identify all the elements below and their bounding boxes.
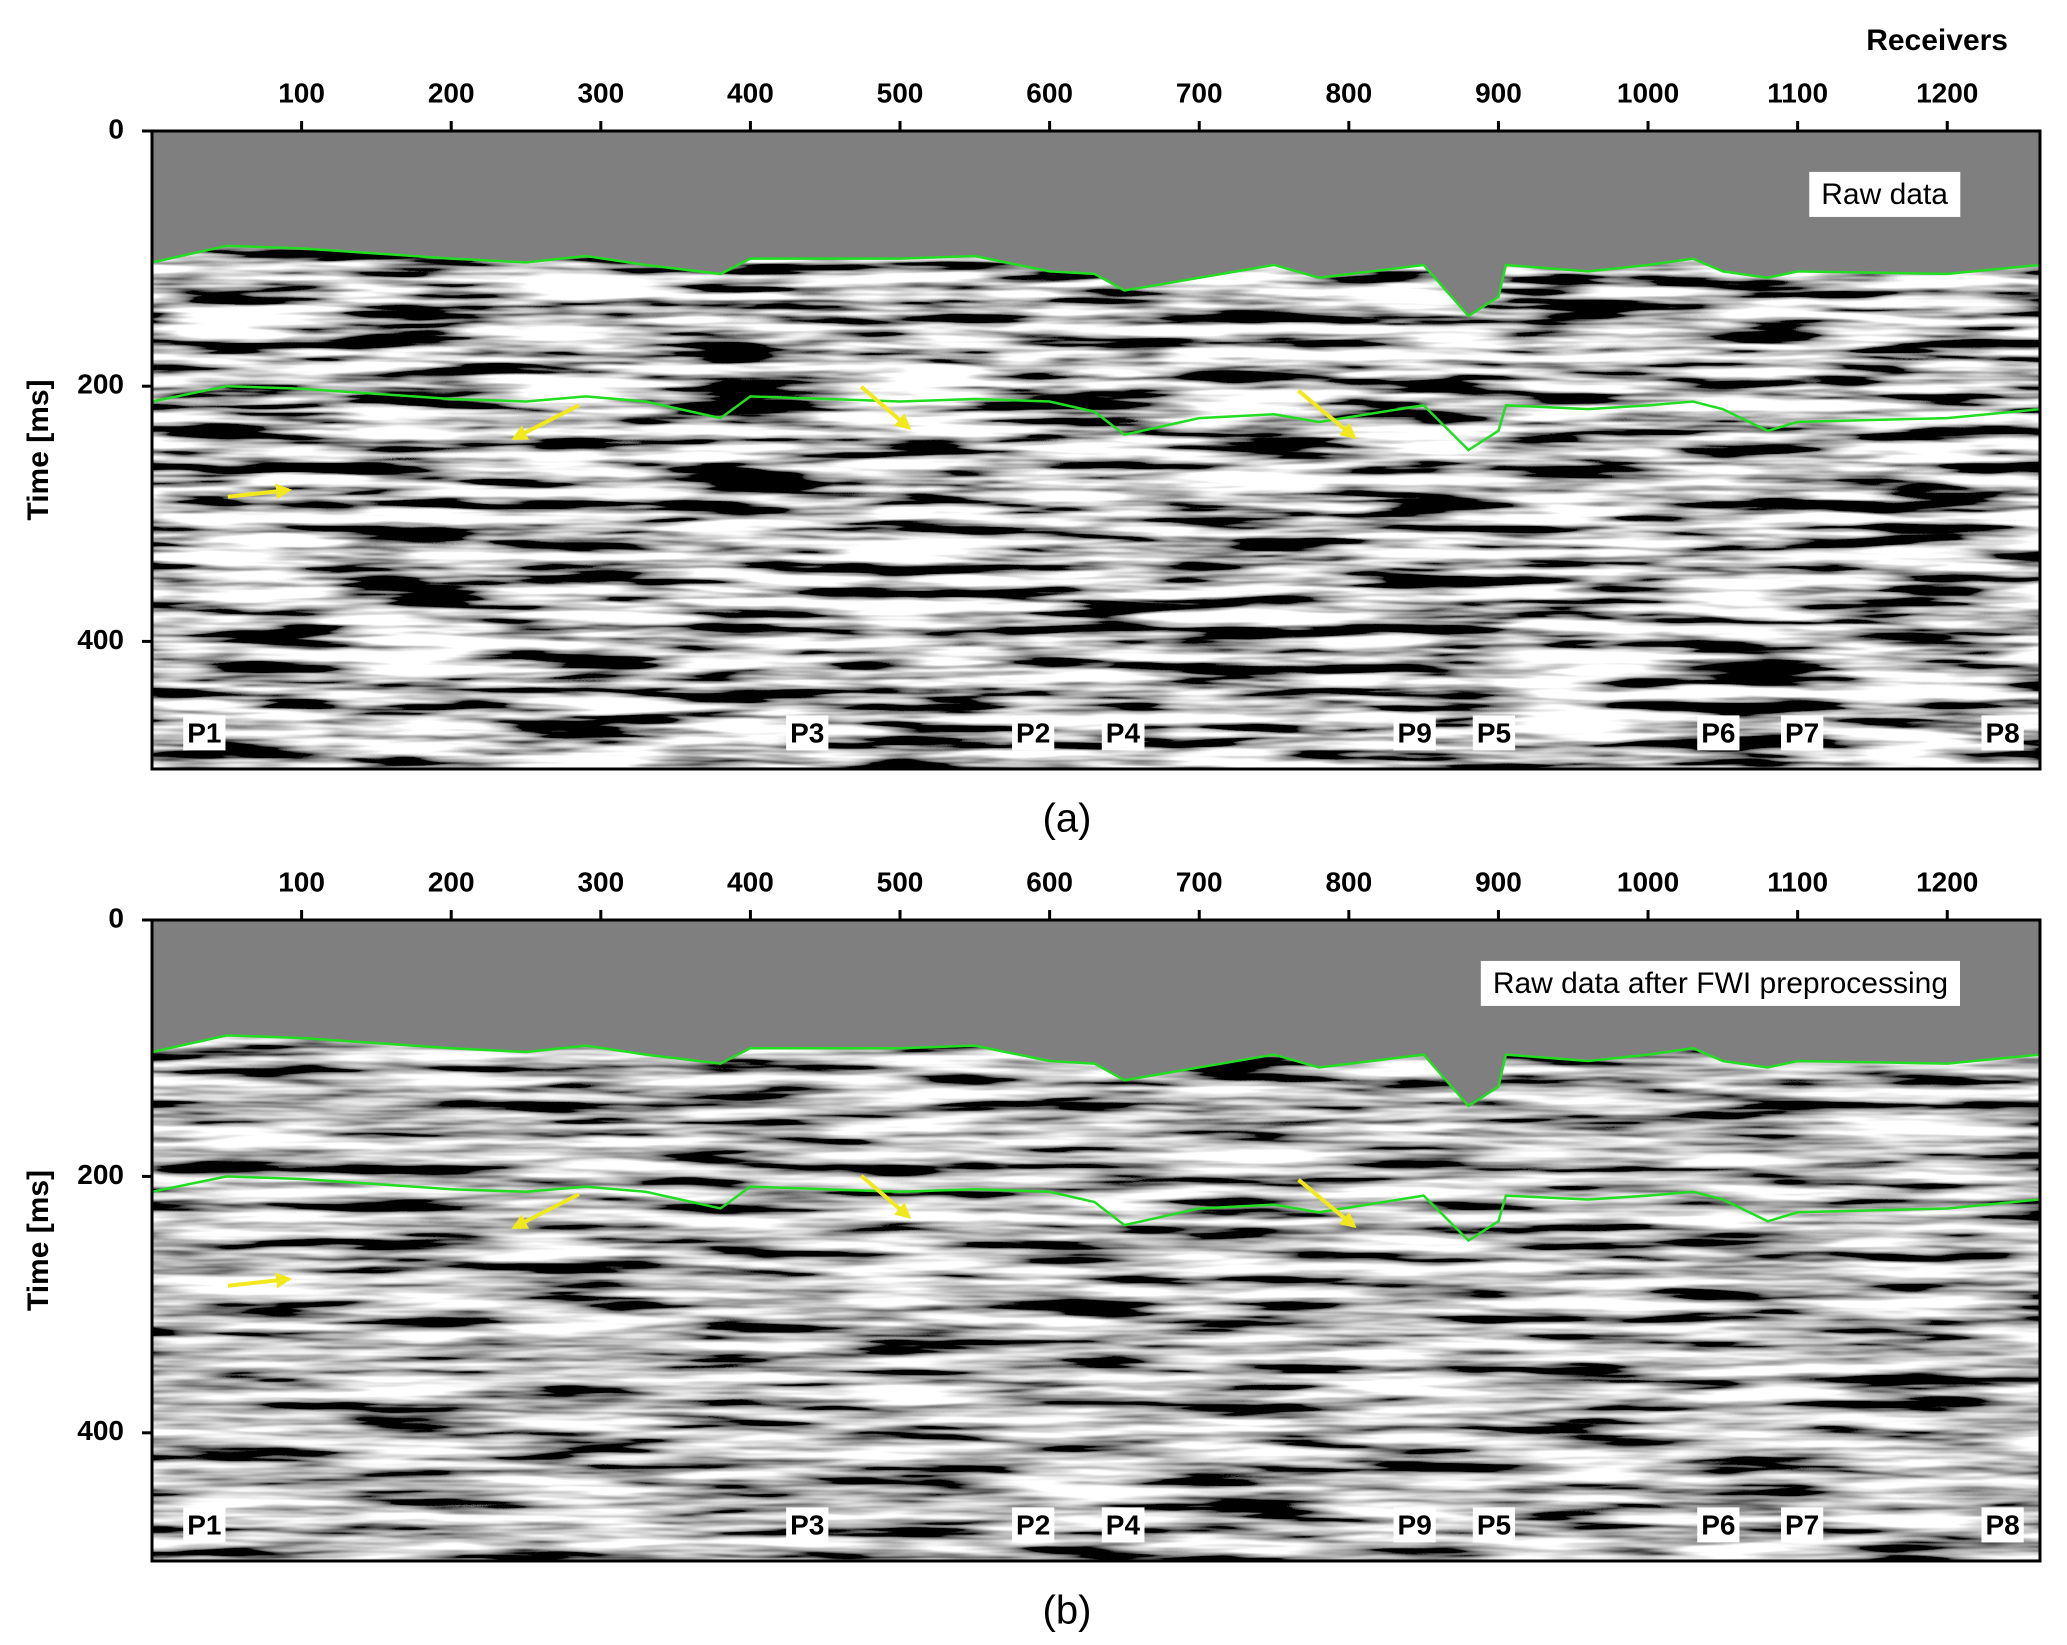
- marker-box: [1101, 1507, 1145, 1543]
- arrow: [227, 483, 293, 500]
- marker-label: P8: [1985, 717, 2019, 748]
- x-tick-label: 700: [1176, 77, 1223, 108]
- plot-area: [152, 131, 2040, 769]
- marker-label: P3: [790, 1509, 824, 1540]
- pick-line: [152, 384, 2040, 452]
- x-tick-label: 1200: [1916, 77, 1978, 108]
- x-tick-label: 600: [1026, 77, 1073, 108]
- x-tick-label: 1100: [1767, 866, 1828, 897]
- annotation-box: [1480, 960, 1960, 1006]
- marker-label: P9: [1398, 717, 1432, 748]
- marker-label: P5: [1477, 1509, 1511, 1540]
- x-tick-label: 1000: [1617, 77, 1679, 108]
- pick-line: [152, 244, 2040, 318]
- marker-label: P7: [1785, 1509, 1819, 1540]
- plot-frame: [150, 129, 2042, 771]
- marker-label: P2: [1016, 1509, 1050, 1540]
- arrow: [859, 1174, 912, 1219]
- y-tick-label: 400: [77, 1415, 124, 1446]
- y-tick-label: 200: [77, 369, 124, 400]
- marker-box: [1393, 1507, 1436, 1543]
- plot-area: [152, 920, 2040, 1561]
- y-tick-label: 400: [77, 624, 124, 655]
- x-tick-label: 300: [577, 77, 624, 108]
- marker-label: P1: [187, 1509, 221, 1540]
- x-tick-label: 800: [1325, 866, 1372, 897]
- marker-box: [786, 1507, 829, 1543]
- marker-box: [786, 715, 829, 751]
- marker-box: [1697, 1507, 1740, 1543]
- arrow: [227, 1272, 293, 1289]
- y-tick-label: 0: [108, 113, 124, 144]
- marker-label: P6: [1701, 717, 1735, 748]
- x-tick-label: 800: [1325, 77, 1372, 108]
- x-tick-label: 200: [428, 77, 475, 108]
- x-tick-label: 200: [428, 866, 475, 897]
- arrow: [511, 403, 580, 441]
- marker-label: P8: [1985, 1509, 2019, 1540]
- annotation: Raw data: [1821, 178, 1948, 211]
- x-tick-label: 400: [727, 77, 774, 108]
- marker-label: P1: [187, 717, 221, 748]
- y-tick-label: 200: [77, 1159, 124, 1190]
- x-tick-label: 100: [278, 866, 325, 897]
- marker-box: [1472, 1507, 1516, 1543]
- x-tick-label: 400: [727, 866, 774, 897]
- marker-box: [1697, 715, 1740, 751]
- marker-box: [1981, 1507, 2024, 1543]
- marker-box: [183, 715, 226, 751]
- marker-box: [1781, 1507, 1824, 1543]
- x-tick-label: 500: [877, 77, 924, 108]
- marker-box: [1472, 715, 1516, 751]
- x-tick-label: 900: [1475, 866, 1522, 897]
- arrow: [1297, 389, 1357, 440]
- plot-frame: [150, 918, 2042, 1563]
- x-tick-label: 300: [577, 866, 624, 897]
- annotation: Raw data after FWI preprocessing: [1493, 967, 1948, 1000]
- marker-label: P9: [1398, 1509, 1432, 1540]
- pick-line: [152, 1175, 2040, 1243]
- annotation-box: [1809, 171, 1961, 217]
- arrow: [511, 1192, 580, 1230]
- panel-label: (a): [1043, 797, 1092, 841]
- x-tick-label: 1200: [1916, 866, 1978, 897]
- x-tick-label: 1000: [1617, 866, 1679, 897]
- arrow: [859, 385, 912, 430]
- marker-box: [1012, 1507, 1055, 1543]
- marker-label: P7: [1785, 717, 1819, 748]
- x-tick-label: 500: [877, 866, 924, 897]
- x-tick-label: 600: [1026, 866, 1073, 897]
- arrow: [1297, 1178, 1357, 1229]
- panel-label: (b): [1043, 1589, 1092, 1633]
- marker-label: P4: [1106, 717, 1141, 748]
- marker-label: P2: [1016, 717, 1050, 748]
- marker-box: [1981, 715, 2024, 751]
- y-axis-label: Time [ms]: [22, 379, 55, 520]
- marker-label: P6: [1701, 1509, 1735, 1540]
- y-axis-label: Time [ms]: [22, 1170, 55, 1311]
- pick-line: [152, 1034, 2040, 1108]
- x-tick-label: 900: [1475, 77, 1522, 108]
- x-tick-label: 100: [278, 77, 325, 108]
- marker-label: P3: [790, 717, 824, 748]
- marker-label: P4: [1106, 1509, 1141, 1540]
- marker-box: [1012, 715, 1055, 751]
- marker-box: [1393, 715, 1436, 751]
- marker-label: P5: [1477, 717, 1511, 748]
- marker-box: [183, 1507, 226, 1543]
- x-axis-label: Receivers: [1866, 24, 2008, 57]
- marker-box: [1101, 715, 1145, 751]
- x-tick-label: 700: [1176, 866, 1223, 897]
- y-tick-label: 0: [108, 902, 124, 933]
- x-tick-label: 1100: [1767, 77, 1828, 108]
- marker-box: [1781, 715, 1824, 751]
